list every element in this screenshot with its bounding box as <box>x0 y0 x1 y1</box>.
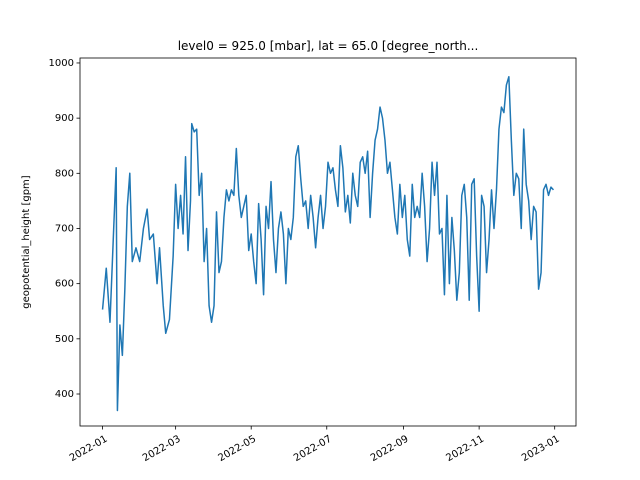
axes-frame <box>79 57 577 427</box>
y-tick-label: 400 <box>55 389 74 400</box>
chart-title: level0 = 925.0 [mbar], lat = 65.0 [degre… <box>178 39 479 53</box>
y-tick-label: 700 <box>55 223 74 234</box>
y-tick-label: 1000 <box>49 58 74 69</box>
y-tick-label: 500 <box>55 334 74 345</box>
y-tick-label: 600 <box>55 279 74 290</box>
data-line <box>101 76 555 412</box>
y-tick-label: 800 <box>55 168 74 179</box>
y-axis-label: geopotential_height [gpm] <box>21 175 32 308</box>
y-tick-label: 900 <box>55 113 74 124</box>
